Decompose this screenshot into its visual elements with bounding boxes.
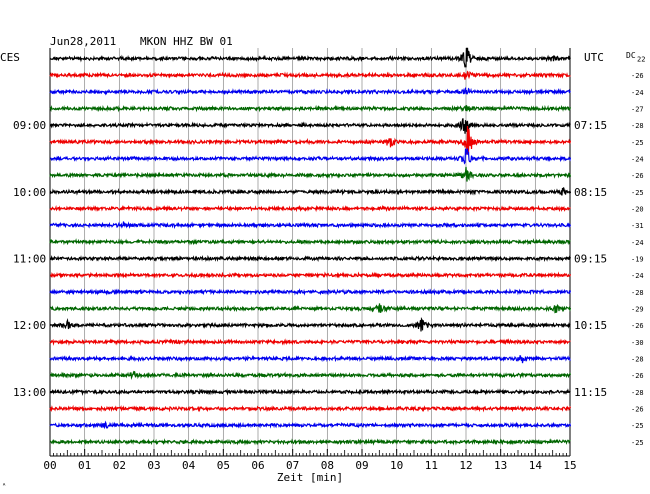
x-tick-label: 03 [147, 459, 160, 472]
x-tick-label: 06 [251, 459, 264, 472]
seismic-trace [49, 221, 572, 230]
right-time-label: 08:15 [574, 186, 607, 199]
seismic-trace [49, 288, 572, 296]
seismic-trace [49, 86, 571, 96]
dc-label: DC [626, 51, 636, 60]
corner-mark: ᴬ [2, 481, 6, 490]
trace-group [49, 47, 572, 446]
x-tick-label: 04 [182, 459, 196, 472]
dc-offset-label: -25 [631, 422, 644, 430]
seismic-trace [49, 438, 571, 446]
seismic-trace [49, 271, 572, 279]
seismic-trace [49, 204, 571, 213]
right-time-label: 10:15 [574, 319, 607, 332]
left-time-label: 10:00 [13, 186, 46, 199]
x-tick-label: 09 [355, 459, 368, 472]
seismic-trace [49, 254, 572, 263]
x-tick-label: 15 [563, 459, 576, 472]
minute-grid [84, 48, 536, 451]
left-zone-label: CES [0, 51, 20, 64]
dc-offset-label: -25 [631, 439, 644, 447]
seismic-trace [49, 404, 572, 413]
dc-offset-label: -24 [631, 239, 644, 247]
x-axis-label: Zeit [min] [277, 471, 343, 484]
station-label: MKON HHZ BW 01 [140, 35, 233, 48]
x-tick-label: 13 [494, 459, 507, 472]
x-tick-label: 12 [459, 459, 472, 472]
x-tick-label: 01 [78, 459, 91, 472]
x-tick-label: 05 [217, 459, 230, 472]
dc-offset-label: -31 [631, 222, 644, 230]
x-tick-label: 00 [43, 459, 56, 472]
left-time-label: 13:00 [13, 386, 46, 399]
x-tick-label: 14 [529, 459, 543, 472]
dc-offset-label: -26 [631, 372, 644, 380]
left-time-label: 09:00 [13, 119, 46, 132]
dc-offset-label: -28 [631, 122, 644, 130]
dc-offset-label: -28 [631, 389, 644, 397]
right-time-label: 07:15 [574, 119, 607, 132]
seismic-trace [49, 338, 571, 346]
dc-offset-label: -28 [631, 356, 644, 364]
seismic-trace [49, 47, 572, 68]
dc-offset-label: -24 [631, 272, 644, 280]
right-time-label: 09:15 [574, 253, 607, 266]
x-tick-group: 00 01 02 03 04 05 06 07 08 09 10 11 12 13 14 15 [43, 449, 577, 472]
dc-offset-label: -26 [631, 406, 644, 414]
left-time-label: 11:00 [13, 253, 46, 266]
seismic-trace [49, 370, 572, 380]
seismic-trace [49, 166, 572, 182]
dc-offset-label: -26 [631, 322, 644, 330]
left-time-label: 12:00 [13, 319, 46, 332]
seismic-trace [49, 388, 571, 396]
dc-offset-label: 22 [637, 56, 645, 64]
seismic-trace [49, 303, 572, 314]
dc-offset-label: -25 [631, 139, 644, 147]
seismic-trace [49, 148, 572, 165]
seismic-trace [49, 118, 571, 134]
dc-offset-label: -24 [631, 156, 644, 164]
dc-offset-label: -20 [631, 206, 644, 214]
dc-offset-label: -27 [631, 106, 644, 114]
x-tick-label: 08 [321, 459, 334, 472]
dc-offset-label: -30 [631, 339, 644, 347]
dc-offset-label: -25 [631, 189, 644, 197]
x-tick-label: 11 [425, 459, 438, 472]
seismic-trace [49, 317, 571, 332]
right-time-label: 11:15 [574, 386, 607, 399]
seismic-trace [49, 354, 571, 364]
dc-offset-label: -26 [631, 72, 644, 80]
dc-offset-label: -24 [631, 89, 644, 97]
x-tick-label: 07 [286, 459, 299, 472]
x-tick-label: 10 [390, 459, 403, 472]
seismic-trace [49, 238, 571, 246]
seismic-trace [49, 420, 572, 430]
dc-offset-label: -29 [631, 306, 644, 314]
right-zone-label: UTC [584, 51, 604, 64]
seismic-trace [49, 104, 572, 113]
seismic-trace [49, 70, 571, 80]
dc-offset-label: -28 [631, 289, 644, 297]
dc-offset-label: -19 [631, 256, 644, 264]
x-tick-label: 02 [113, 459, 126, 472]
seismic-trace [49, 125, 572, 155]
label-group: 09:00 10:00 11:00 12:00 13:00 07:15 08:15 09:15… [13, 56, 645, 447]
dc-offset-label: -26 [631, 172, 644, 180]
date-label: Jun28,2011 [50, 35, 116, 48]
seismic-trace [49, 187, 572, 196]
